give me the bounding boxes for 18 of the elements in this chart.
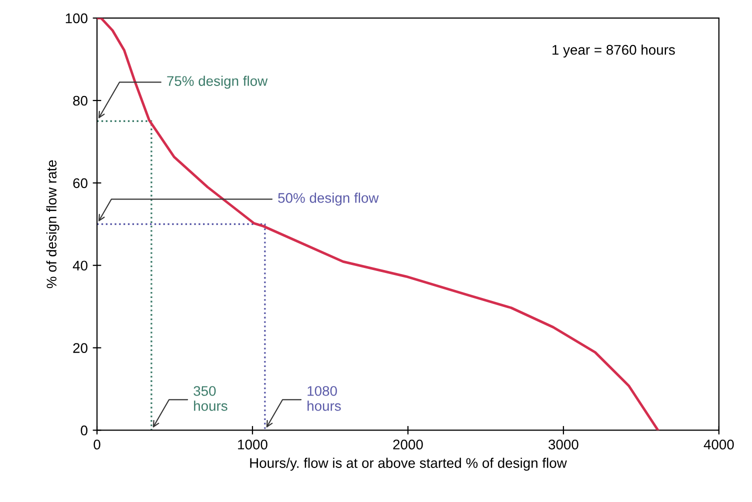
y-tick-label: 40 bbox=[72, 260, 88, 271]
x-tick-label: 4000 bbox=[704, 440, 734, 450]
annotation: 75% design flow bbox=[167, 76, 268, 89]
x-tick-label: 0 bbox=[94, 440, 100, 450]
x-tick-label: 2000 bbox=[393, 440, 423, 450]
annotation: 1080 hours bbox=[308, 386, 341, 411]
annotation: 50% design flow bbox=[278, 192, 379, 206]
y-tick-label: 0 bbox=[80, 426, 88, 436]
y-tick-label: 60 bbox=[73, 178, 88, 188]
annotation: 1 year = 8760 hours bbox=[552, 44, 675, 58]
x-tick-label: 1000 bbox=[238, 440, 268, 450]
y-axis-title: % of design flow rate bbox=[46, 160, 60, 288]
y-tick-label: 20 bbox=[73, 343, 88, 353]
x-axis-title: Hours/y. flow is at or above started % of design flow bbox=[250, 458, 567, 471]
y-tick-label: 100 bbox=[66, 13, 88, 24]
y-tick-label: 80 bbox=[73, 96, 88, 106]
x-tick-label: 3000 bbox=[548, 440, 578, 450]
annotation: 350 hours bbox=[194, 386, 228, 411]
